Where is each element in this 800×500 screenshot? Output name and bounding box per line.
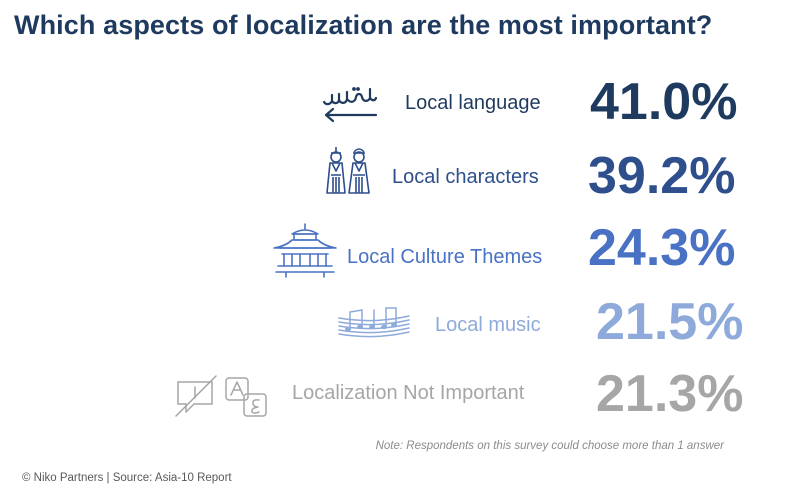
row-label-local-music: Local music <box>435 314 541 336</box>
value-label-localization-not-important: 21.3% <box>596 365 744 423</box>
row-label-local-characters: Local characters <box>392 166 539 188</box>
pagoda-icon <box>273 223 337 278</box>
traditional-dolls-icon <box>326 147 370 194</box>
row-label-local-culture-themes: Local Culture Themes <box>347 246 543 268</box>
row-label-local-language: Local language <box>405 92 541 114</box>
value-label-local-language: 41.0% <box>590 73 738 131</box>
music-staff-icon <box>338 307 410 338</box>
chart-title: Which aspects of localization are the mo… <box>14 10 713 40</box>
survey-note: Note: Respondents on this survey could c… <box>375 440 724 452</box>
arabic-script-arrow-icon <box>322 87 378 123</box>
value-label-local-culture-themes: 24.3% <box>588 219 736 277</box>
no-translation-icon <box>175 375 267 417</box>
row-label-localization-not-important: Localization Not Important <box>292 382 525 404</box>
value-label-local-characters: 39.2% <box>588 147 736 205</box>
value-label-local-music: 21.5% <box>596 293 744 351</box>
source-footer: © Niko Partners | Source: Asia-10 Report <box>22 472 232 484</box>
